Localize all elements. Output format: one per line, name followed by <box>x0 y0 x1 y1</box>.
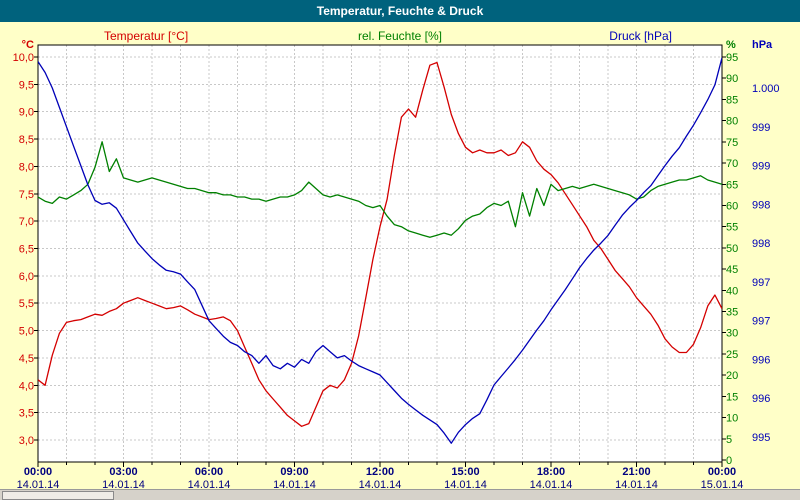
svg-text:996: 996 <box>752 393 770 405</box>
svg-text:85: 85 <box>726 94 738 106</box>
svg-text:25: 25 <box>726 349 738 361</box>
svg-text:35: 35 <box>726 307 738 319</box>
window-title: Temperatur, Feuchte & Druck <box>316 4 484 18</box>
pressure-axis-header: Druck [hPa] <box>609 29 672 43</box>
temperature-axis-header: Temperatur [°C] <box>104 29 189 43</box>
svg-text:12:00: 12:00 <box>366 466 394 478</box>
svg-text:%: % <box>726 39 736 51</box>
svg-text:5,0: 5,0 <box>19 326 34 338</box>
vertical-gridlines <box>66 45 694 462</box>
svg-text:999: 999 <box>752 122 770 134</box>
svg-text:1.000: 1.000 <box>752 83 780 95</box>
svg-text:55: 55 <box>726 222 738 234</box>
svg-text:21:00: 21:00 <box>622 466 650 478</box>
svg-text:998: 998 <box>752 199 770 211</box>
axis-tick-marks <box>34 56 726 467</box>
svg-text:°C: °C <box>22 39 34 51</box>
svg-text:15: 15 <box>726 391 738 403</box>
svg-text:9,5: 9,5 <box>19 79 34 91</box>
svg-text:09:00: 09:00 <box>280 466 308 478</box>
svg-text:14.01.14: 14.01.14 <box>273 479 316 491</box>
svg-text:14.01.14: 14.01.14 <box>359 479 402 491</box>
svg-text:15:00: 15:00 <box>451 466 479 478</box>
svg-text:40: 40 <box>726 285 738 297</box>
svg-text:45: 45 <box>726 264 738 276</box>
svg-text:03:00: 03:00 <box>109 466 137 478</box>
svg-text:65: 65 <box>726 179 738 191</box>
svg-text:997: 997 <box>752 277 770 289</box>
horizontal-scrollbar[interactable] <box>0 489 800 500</box>
svg-text:60: 60 <box>726 200 738 212</box>
svg-text:10,0: 10,0 <box>13 52 34 64</box>
svg-text:20: 20 <box>726 370 738 382</box>
svg-text:995: 995 <box>752 432 770 444</box>
scrollbar-thumb[interactable] <box>2 491 114 500</box>
svg-text:4,0: 4,0 <box>19 380 34 392</box>
svg-text:6,5: 6,5 <box>19 244 34 256</box>
svg-text:997: 997 <box>752 316 770 328</box>
svg-text:996: 996 <box>752 354 770 366</box>
svg-text:50: 50 <box>726 243 738 255</box>
svg-text:9,0: 9,0 <box>19 107 34 119</box>
svg-text:3,5: 3,5 <box>19 408 34 420</box>
humidity-axis-header: rel. Feuchte [%] <box>357 29 443 43</box>
svg-text:8,5: 8,5 <box>19 134 34 146</box>
pressure-series-line <box>38 57 722 444</box>
svg-text:14.01.14: 14.01.14 <box>102 479 145 491</box>
svg-text:999: 999 <box>752 161 770 173</box>
svg-text:18:00: 18:00 <box>537 466 565 478</box>
svg-text:14.01.14: 14.01.14 <box>615 479 658 491</box>
svg-text:95: 95 <box>726 52 738 64</box>
svg-text:5: 5 <box>726 434 732 446</box>
svg-text:00:00: 00:00 <box>24 466 52 478</box>
svg-text:6,0: 6,0 <box>19 271 34 283</box>
svg-text:14.01.14: 14.01.14 <box>17 479 60 491</box>
svg-text:0: 0 <box>726 455 732 467</box>
svg-text:70: 70 <box>726 158 738 170</box>
svg-text:8,0: 8,0 <box>19 161 34 173</box>
svg-text:5,5: 5,5 <box>19 298 34 310</box>
temperature-series-line <box>38 61 722 427</box>
svg-text:14.01.14: 14.01.14 <box>530 479 573 491</box>
svg-text:998: 998 <box>752 238 770 250</box>
svg-text:06:00: 06:00 <box>195 466 223 478</box>
svg-text:14.01.14: 14.01.14 <box>444 479 487 491</box>
svg-text:00:00: 00:00 <box>708 466 736 478</box>
axis-tick-labels: °C10,0 9,5 9,0 8,5 8,0 7,5 7,0 6,5 6,0 5,5 5,0 4,5 4… <box>13 39 780 491</box>
humidity-series-line <box>38 141 722 238</box>
svg-text:80: 80 <box>726 116 738 128</box>
svg-text:90: 90 <box>726 73 738 85</box>
svg-text:4,5: 4,5 <box>19 353 34 365</box>
svg-text:30: 30 <box>726 328 738 340</box>
svg-text:14.01.14: 14.01.14 <box>188 479 231 491</box>
svg-text:7,0: 7,0 <box>19 216 34 228</box>
svg-text:15.01.14: 15.01.14 <box>701 479 744 491</box>
svg-text:hPa: hPa <box>752 39 773 51</box>
svg-text:3,0: 3,0 <box>19 435 34 447</box>
title-bar: Temperatur, Feuchte & Druck <box>0 0 800 22</box>
svg-text:75: 75 <box>726 137 738 149</box>
svg-text:7,5: 7,5 <box>19 189 34 201</box>
svg-text:10: 10 <box>726 413 738 425</box>
